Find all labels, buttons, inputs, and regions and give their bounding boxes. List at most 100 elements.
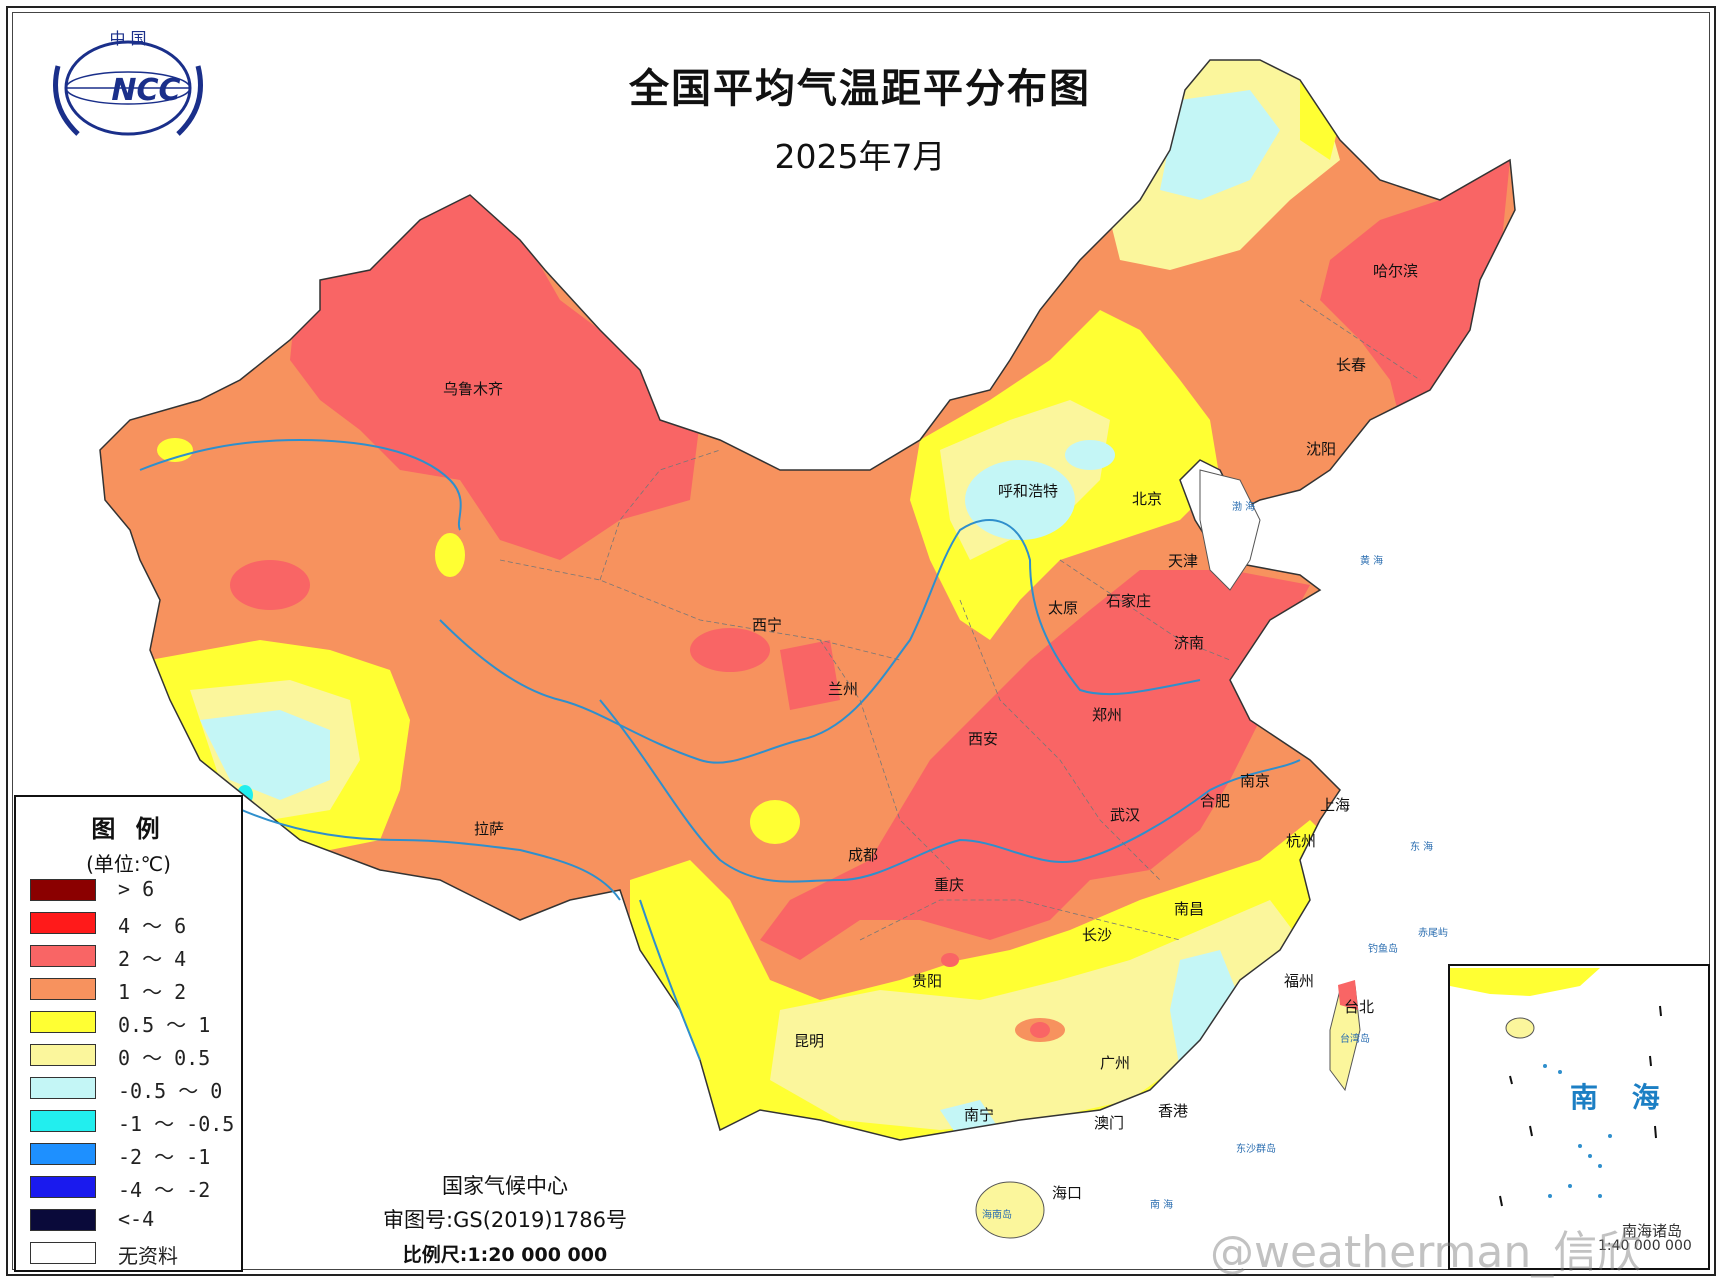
legend-row: > 6 (30, 877, 235, 905)
city-changsha: 长沙 (1082, 926, 1113, 944)
legend-row: 2 ～ 4 (30, 945, 235, 971)
legend-swatch (30, 978, 96, 1000)
city-shanghai: 上海 (1320, 796, 1351, 814)
legend-label: <-4 (118, 1207, 155, 1231)
taiwan-north-area (1338, 980, 1358, 1010)
city-kunming: 昆明 (794, 1032, 825, 1050)
footer-scale: 比例尺:1:20 000 000 (402, 1244, 608, 1266)
svg-text:中 国: 中 国 (109, 29, 146, 48)
legend-row: 4 ～ 6 (30, 912, 235, 938)
legend-swatch (30, 879, 96, 901)
svg-text:NCC: NCC (111, 73, 180, 108)
label-south-sea: 南 海 (1150, 1200, 1174, 1211)
ncc-logo: 中 国 NCC (53, 29, 203, 136)
city-jinan: 济南 (1174, 634, 1205, 652)
legend-swatch (30, 1077, 96, 1099)
legend-row: -4 ～ -2 (30, 1176, 235, 1202)
footer-org: 国家气候中心 (442, 1174, 568, 1198)
city-hohhot: 呼和浩特 (998, 482, 1059, 500)
watermark-text: @weatherman_信欣 (1210, 1227, 1642, 1278)
city-harbin: 哈尔滨 (1373, 262, 1419, 280)
city-guangzhou: 广州 (1100, 1054, 1131, 1072)
city-zhengzhou: 郑州 (1092, 706, 1123, 724)
inset-map (1450, 968, 1662, 1207)
legend-row: 0.5 ～ 1 (30, 1011, 235, 1037)
legend-label: 0.5 ～ 1 (118, 1013, 211, 1037)
legend-swatch (30, 945, 96, 967)
city-xining: 西宁 (752, 616, 783, 634)
legend-swatch (30, 1209, 96, 1231)
legend-label: 2 ～ 4 (118, 947, 187, 971)
province-boundaries (499, 299, 1421, 941)
legend-row: -2 ～ -1 (30, 1143, 235, 1169)
legend-swatch (30, 1044, 96, 1066)
legend-row: 无资料 (30, 1242, 235, 1268)
city-taiyuan: 太原 (1048, 599, 1079, 617)
city-nanjing: 南京 (1240, 772, 1271, 790)
legend-swatch (30, 1110, 96, 1132)
city-hefei: 合肥 (1200, 792, 1231, 810)
legend-label: -1 ～ -0.5 (118, 1112, 235, 1136)
footer-approval: 审图号:GS(2019)1786号 (383, 1208, 627, 1232)
bohai-sea (1199, 469, 1261, 591)
label-dongsha: 东沙群岛 (1236, 1144, 1276, 1155)
legend-swatch (30, 1242, 96, 1264)
legend-label: > 6 (118, 877, 155, 901)
legend-label: -0.5 ～ 0 (118, 1079, 223, 1103)
label-yellow-sea: 黄 海 (1360, 556, 1384, 567)
legend-label: -4 ～ -2 (118, 1178, 211, 1202)
city-hangzhou: 杭州 (1286, 832, 1317, 850)
city-nanning: 南宁 (964, 1106, 995, 1124)
hainan-island (975, 1181, 1045, 1239)
label-diaoyu: 钓鱼岛 (1368, 944, 1398, 955)
city-haikou: 海口 (1052, 1184, 1083, 1202)
map-title: 全国平均气温距平分布图 (629, 66, 1091, 112)
label-hainan-island: 海南岛 (982, 1210, 1012, 1221)
legend-title: 图 例 (91, 815, 166, 843)
city-macau: 澳门 (1094, 1114, 1125, 1132)
label-bohai: 渤 海 (1232, 502, 1256, 513)
legend-label: 0 ～ 0.5 (118, 1046, 211, 1070)
inset-scale: 1:40 000 000 (1598, 1238, 1692, 1254)
city-hongkong: 香港 (1158, 1102, 1189, 1120)
legend-row: <-4 (30, 1207, 235, 1235)
legend-row: -0.5 ～ 0 (30, 1077, 235, 1103)
inset-caption: 南海诸岛 (1622, 1222, 1683, 1240)
city-changchun: 长春 (1336, 356, 1367, 374)
legend-row: 1 ～ 2 (30, 978, 235, 1004)
city-guiyang: 贵阳 (912, 972, 943, 990)
map-inner-frame (12, 12, 1710, 1270)
label-chiwei: 赤尾屿 (1418, 928, 1448, 939)
legend-row: -1 ～ -0.5 (30, 1110, 235, 1136)
city-lanzhou: 兰州 (828, 680, 859, 698)
city-lhasa: 拉萨 (474, 820, 505, 838)
map-subtitle: 2025年7月 (774, 137, 946, 176)
legend-swatch (30, 1143, 96, 1165)
city-chengdu: 成都 (848, 846, 879, 864)
legend-label: -2 ～ -1 (118, 1145, 211, 1169)
legend-swatch (30, 1011, 96, 1033)
legend-label: 4 ～ 6 (118, 914, 187, 938)
legend-swatch (30, 912, 96, 934)
china-border (99, 59, 1516, 1141)
legend-row: 0 ～ 0.5 (30, 1044, 235, 1070)
river-layer (139, 438, 1301, 1061)
map-outer-frame (6, 6, 1716, 1276)
legend-unit: (单位:℃) (86, 852, 171, 876)
city-urumqi: 乌鲁木齐 (443, 380, 504, 398)
city-wuhan: 武汉 (1110, 806, 1141, 824)
city-chongqing: 重庆 (934, 876, 965, 894)
label-east-sea: 东 海 (1410, 842, 1434, 853)
legend-swatch (30, 1176, 96, 1198)
city-beijing: 北京 (1132, 490, 1163, 508)
city-fuzhou: 福州 (1284, 972, 1315, 990)
south-china-sea-inset: 南 海 南海诸岛 1:40 000 000 (1448, 964, 1710, 1270)
city-xian: 西安 (968, 730, 999, 748)
city-shijiazhuang: 石家庄 (1106, 592, 1152, 610)
city-shenyang: 沈阳 (1306, 440, 1337, 458)
city-nanchang: 南昌 (1174, 900, 1205, 918)
city-taipei: 台北 (1344, 998, 1375, 1016)
legend-panel: 图 例 (单位:℃) > 6 4 ～ 6 2 ～ 4 1 ～ 2 0.5 ～ 1 0 ～ … (14, 795, 243, 1272)
legend-label: 无资料 (118, 1244, 178, 1268)
